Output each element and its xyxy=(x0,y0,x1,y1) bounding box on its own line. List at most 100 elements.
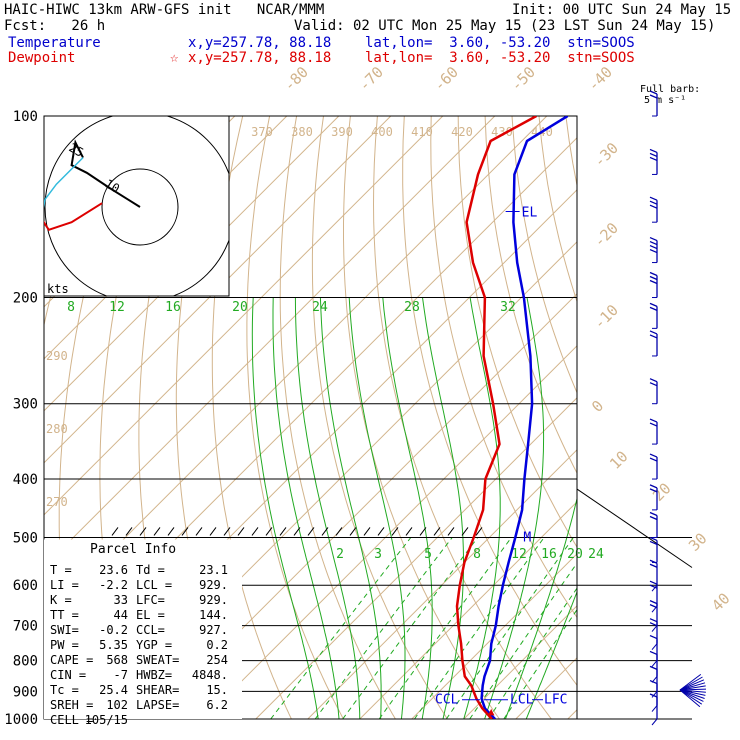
level-500-tick xyxy=(265,527,273,536)
surface-barb-fan xyxy=(679,676,703,691)
wind-barb xyxy=(649,665,658,692)
parcel-row-key: LCL = xyxy=(136,578,172,592)
wind-barb-flag xyxy=(649,200,658,205)
parcel-row-value: -0.2 xyxy=(99,623,128,637)
parcel-row-key: Td = xyxy=(136,563,165,577)
moist-adiabat-line xyxy=(294,297,361,719)
parcel-row-key: HWBZ= xyxy=(136,668,172,682)
level-500-tick xyxy=(321,527,329,536)
hodograph-ring-25 xyxy=(44,116,229,296)
theta-label: 430 xyxy=(491,125,513,139)
parcel-row-value: 6.2 xyxy=(206,698,228,712)
level-500-tick xyxy=(377,527,385,536)
isotherm-label: 40 xyxy=(708,589,734,615)
parcel-row-value: 929. xyxy=(199,578,228,592)
wind-barb-flag xyxy=(649,275,658,281)
wind-barb-flag xyxy=(649,422,658,427)
mixing-ratio-label: 24 xyxy=(588,547,604,562)
isotherm-line xyxy=(44,116,340,412)
parcel-row-key: LAPSE= xyxy=(136,698,179,712)
surface-dewpoint-marker: ▲ xyxy=(488,705,495,718)
isotherm-label: 0 xyxy=(588,397,607,416)
level-500-tick xyxy=(363,527,371,536)
pressure-label: 300 xyxy=(13,397,38,413)
wind-barb-flag xyxy=(649,536,658,542)
header-fcst: Fcst: 26 h xyxy=(4,18,106,34)
wind-barb-flag xyxy=(649,418,658,423)
wind-barb-flag xyxy=(649,603,658,609)
wind-barb xyxy=(649,90,658,116)
dry-adiabat-line xyxy=(279,116,396,719)
pressure-label: 600 xyxy=(13,578,38,594)
wind-barb-flag xyxy=(649,378,658,383)
surface-barb-fan xyxy=(679,688,707,691)
hodograph-units-label: kts xyxy=(47,282,69,296)
wind-barb-flag xyxy=(649,484,658,489)
moist-adiabat-line xyxy=(422,297,464,719)
level-500-tick xyxy=(195,527,203,536)
theta-side-label: 290 xyxy=(46,349,68,363)
header-valid: Valid: 02 UTC Mon 25 May 15 (23 LST Sun … xyxy=(294,18,716,34)
parcel-row-key: SREH = xyxy=(50,698,93,712)
pressure-label: 100 xyxy=(13,109,38,125)
isotherm-label: -80 xyxy=(280,63,312,95)
parcel-row-value: 25.4 xyxy=(99,683,128,697)
moist-adiabat-line xyxy=(251,297,319,719)
wind-barb-flag xyxy=(649,271,658,277)
parcel-row-key: CCL= xyxy=(136,623,165,637)
dry-adiabat-line xyxy=(430,116,577,619)
parcel-row-value: 102 xyxy=(106,698,128,712)
wind-barb-flag xyxy=(649,488,658,493)
moist-adiabat-label: 32 xyxy=(500,300,516,315)
theta-side-label: 270 xyxy=(46,495,68,509)
wind-barb-flag xyxy=(649,650,658,656)
temperature-legend-label: Temperature xyxy=(8,35,101,51)
hodograph-trace-lower xyxy=(44,202,103,231)
mixing-ratio-label: 5 xyxy=(424,547,432,562)
wind-barb-flag xyxy=(649,156,658,162)
level-500-tick xyxy=(419,527,427,536)
parcel-row-key: CIN = xyxy=(50,668,86,682)
parcel-row-key: SHEAR= xyxy=(136,683,179,697)
mixing-ratio-label: 16 xyxy=(541,547,557,562)
wind-barb-flag xyxy=(649,90,658,95)
moist-adiabat-label: 20 xyxy=(232,300,248,315)
isotherm-label: -40 xyxy=(584,63,616,95)
wind-barb-flag xyxy=(649,457,658,462)
theta-label: 410 xyxy=(411,125,433,139)
parcel-row-key: CELL = xyxy=(50,713,93,727)
parcel-row-key: PW = xyxy=(50,638,79,652)
pressure-label: 1000 xyxy=(4,712,38,728)
dry-adiabat-line xyxy=(701,116,740,719)
wind-barb-flag xyxy=(649,559,658,564)
wind-barb-flag xyxy=(649,679,658,685)
pressure-label: 900 xyxy=(13,684,38,700)
level-500-tick xyxy=(405,527,413,536)
moist-adiabat-label: 16 xyxy=(165,300,181,315)
isotherm-line xyxy=(620,116,740,719)
wind-barb-flag xyxy=(649,148,658,154)
wind-barb xyxy=(649,511,658,538)
level-500-tick xyxy=(461,527,469,536)
pressure-label: 400 xyxy=(13,472,38,488)
wind-barb-flag xyxy=(649,244,658,250)
wind-barb-flag xyxy=(649,618,658,623)
parcel-info-panel xyxy=(44,539,242,719)
level-500-tick xyxy=(475,527,483,536)
dewpoint-legend-star-icon: ☆ xyxy=(170,50,179,66)
isotherm-label: -60 xyxy=(430,63,462,95)
barb-note-line2: 5 m s⁻¹ xyxy=(644,95,687,106)
wind-barb-flag xyxy=(649,240,658,246)
moist-adiabat-line xyxy=(525,590,577,719)
sounding-dewpoint-line xyxy=(455,116,537,719)
theta-label: 370 xyxy=(251,125,273,139)
dewpoint-legend-label: Dewpoint xyxy=(8,50,76,66)
parcel-row-key: SWEAT= xyxy=(136,653,179,667)
wind-barb-flag xyxy=(649,248,658,254)
header-init: Init: 00 UTC Sun 24 May 15 xyxy=(512,2,732,18)
hodograph-ring-label: 10 xyxy=(103,176,123,195)
wind-barb xyxy=(651,691,658,698)
parcel-row-value: 44 xyxy=(114,608,128,622)
